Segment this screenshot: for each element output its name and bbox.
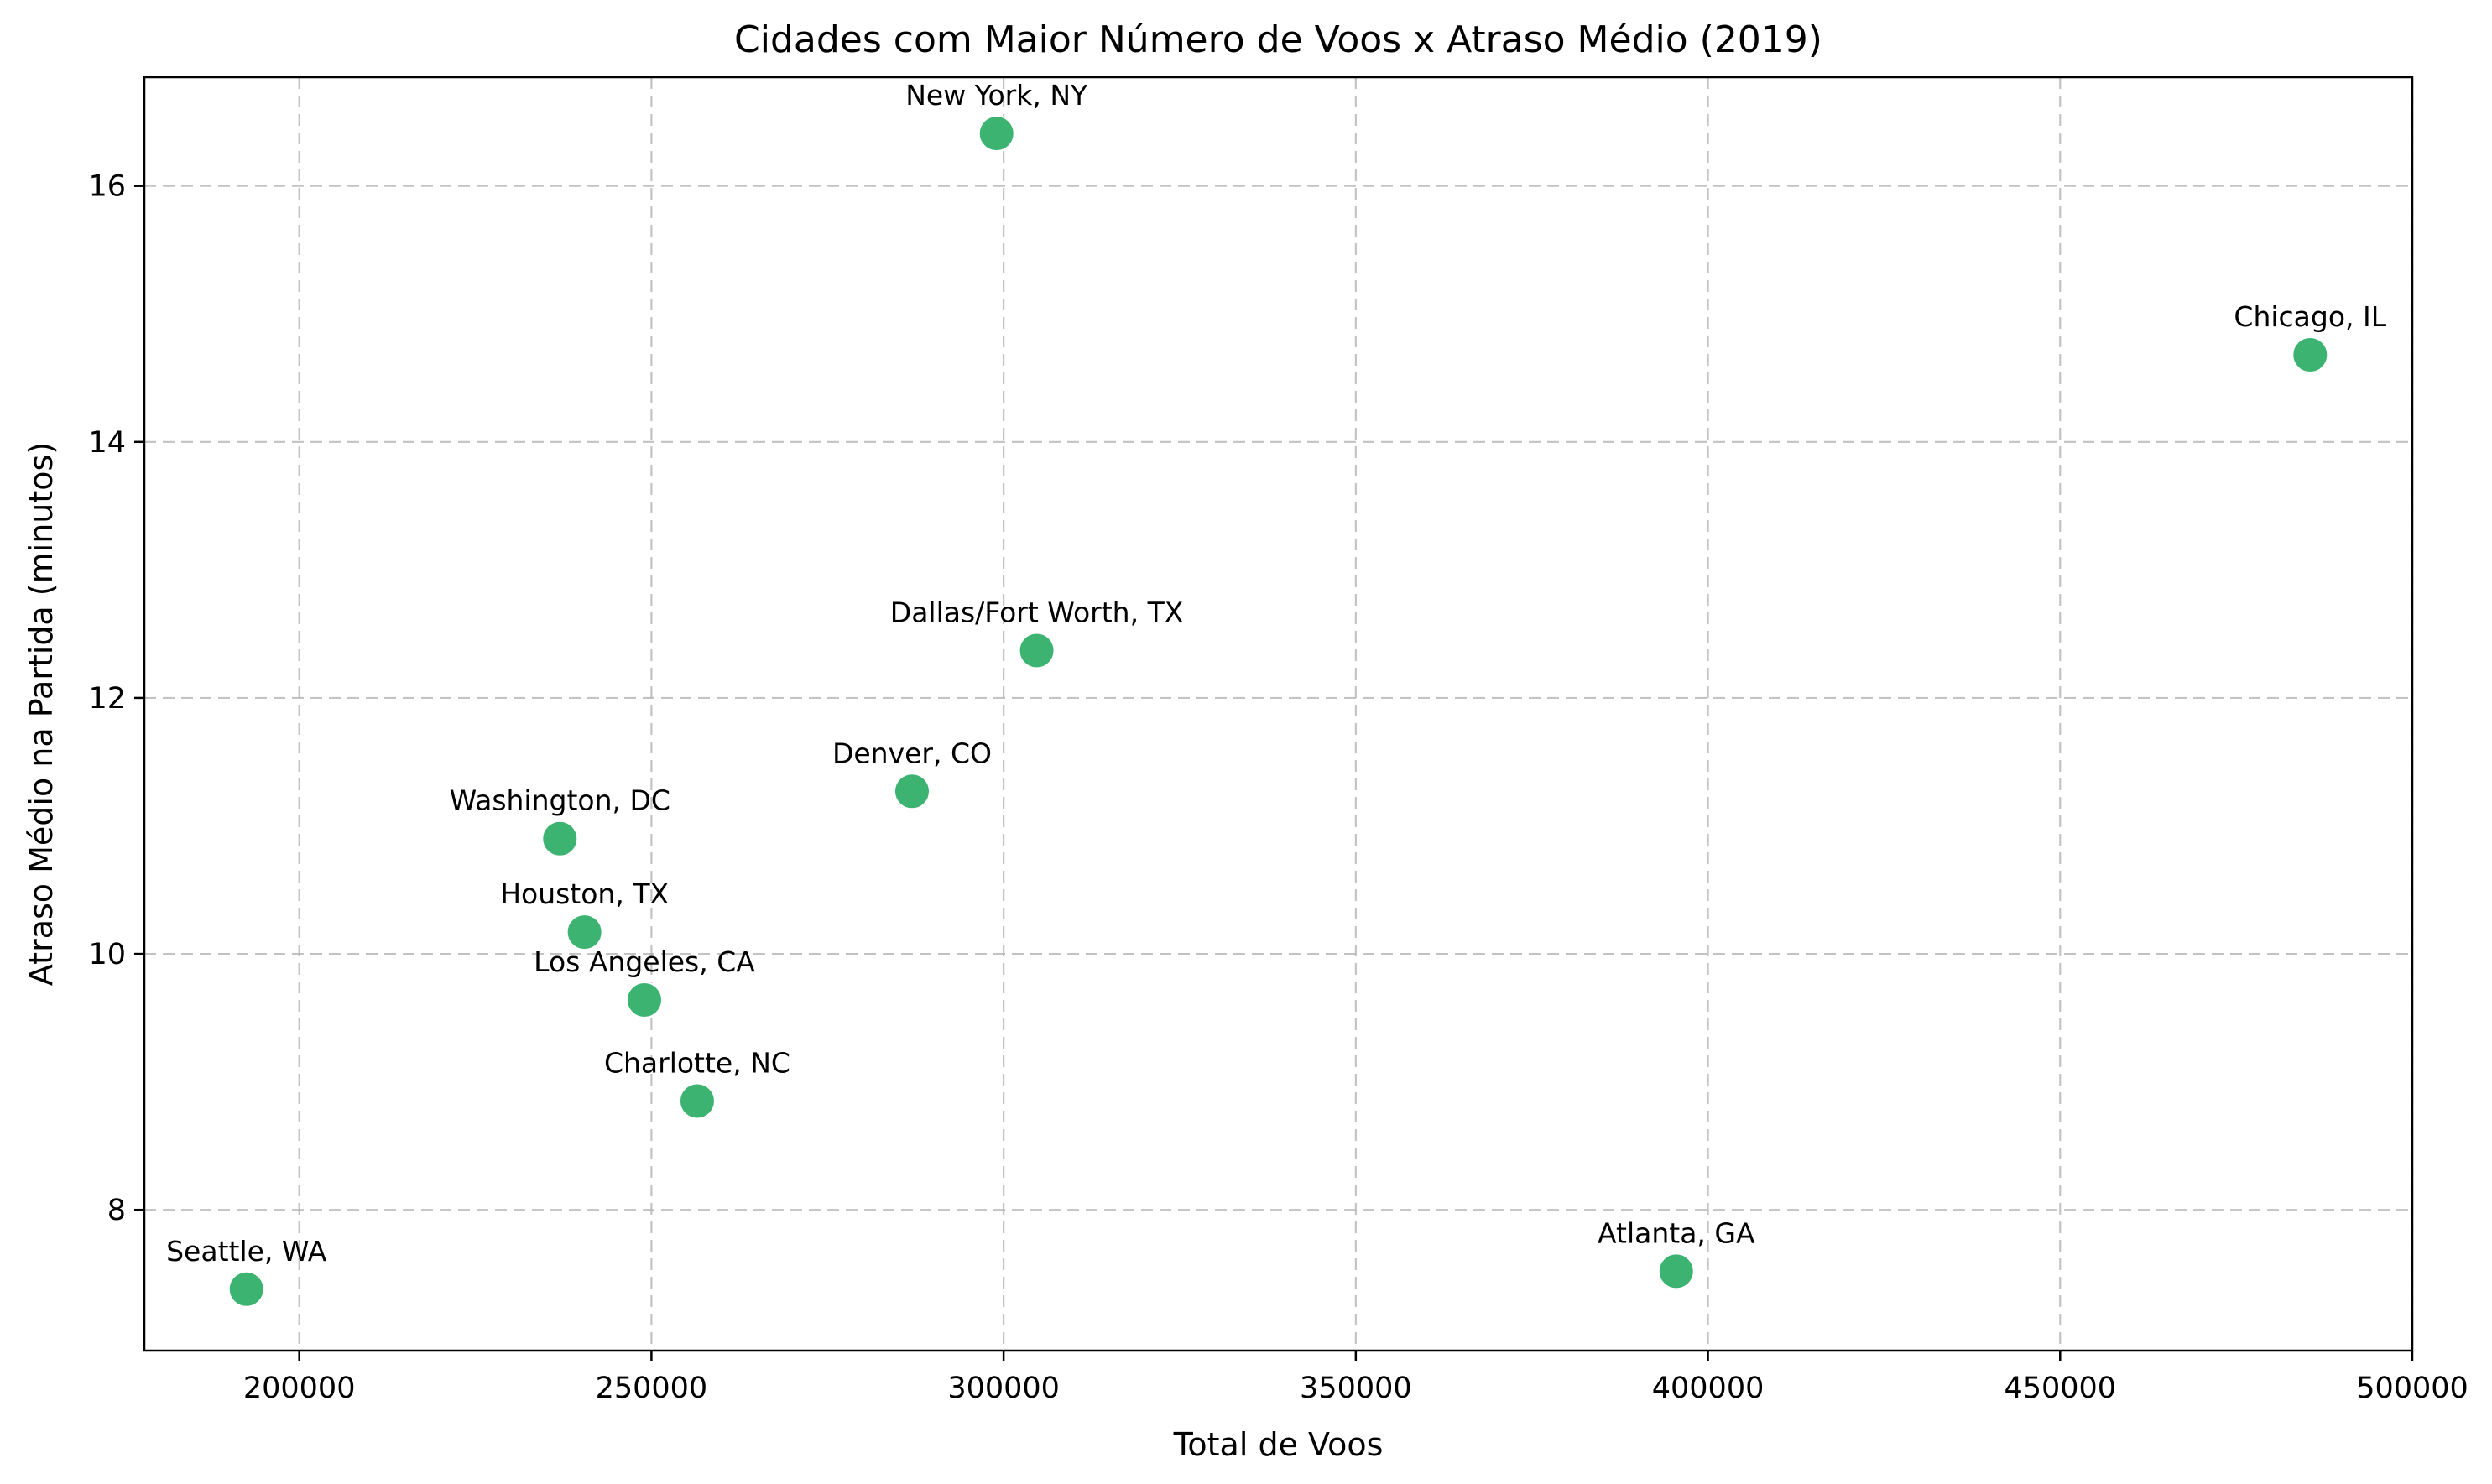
x-tick-label: 250000 (596, 1372, 708, 1405)
x-axis-label: Total de Voos (1173, 1426, 1384, 1463)
y-tick-label: 10 (88, 938, 126, 971)
y-tick-label: 8 (107, 1194, 126, 1227)
points-layer (227, 115, 2329, 1308)
data-point-label: Dallas/Fort Worth, TX (890, 596, 1184, 628)
data-point (227, 1270, 265, 1308)
point-labels-layer: New York, NY Chicago, IL Dallas/Fort Worth… (166, 79, 2387, 1268)
y-tick-label: 12 (88, 682, 126, 716)
x-tick-label: 400000 (1652, 1372, 1765, 1405)
data-point (678, 1082, 716, 1120)
x-tick-label: 500000 (2356, 1372, 2469, 1405)
data-point-label: Los Angeles, CA (534, 945, 755, 978)
axes-frame (143, 76, 2414, 1352)
y-tick-label: 16 (88, 170, 126, 204)
x-tick-label: 450000 (2004, 1372, 2116, 1405)
data-point-label: Washington, DC (450, 784, 670, 817)
x-tick-label: 200000 (243, 1372, 356, 1405)
data-point-label: Charlotte, NC (604, 1047, 790, 1080)
y-tick-label: 14 (88, 426, 126, 460)
data-point (1657, 1252, 1695, 1290)
data-point-label: Atlanta, GA (1598, 1216, 1755, 1249)
data-point-label: Houston, TX (500, 877, 669, 910)
ticks-layer: 200000 250000 300000 350000 400000 450000 5000… (88, 170, 2468, 1405)
data-point (626, 981, 664, 1018)
chart-title: Cidades com Maior Número de Voos x Atras… (734, 18, 1822, 61)
x-tick-label: 300000 (947, 1372, 1060, 1405)
data-point (893, 773, 931, 810)
data-point-label: New York, NY (905, 79, 1088, 112)
data-point (541, 820, 579, 857)
data-point (978, 115, 1015, 153)
y-axis-label: Atraso Médio na Partida (minutos) (23, 442, 60, 986)
data-point-label: Seattle, WA (166, 1235, 327, 1268)
data-point (566, 914, 603, 951)
data-point (2291, 336, 2329, 374)
data-point (1018, 632, 1056, 669)
data-point-label: Denver, CO (832, 737, 992, 769)
x-tick-label: 350000 (1300, 1372, 1412, 1405)
data-point-label: Chicago, IL (2234, 300, 2386, 333)
grid-layer (144, 77, 2414, 1351)
